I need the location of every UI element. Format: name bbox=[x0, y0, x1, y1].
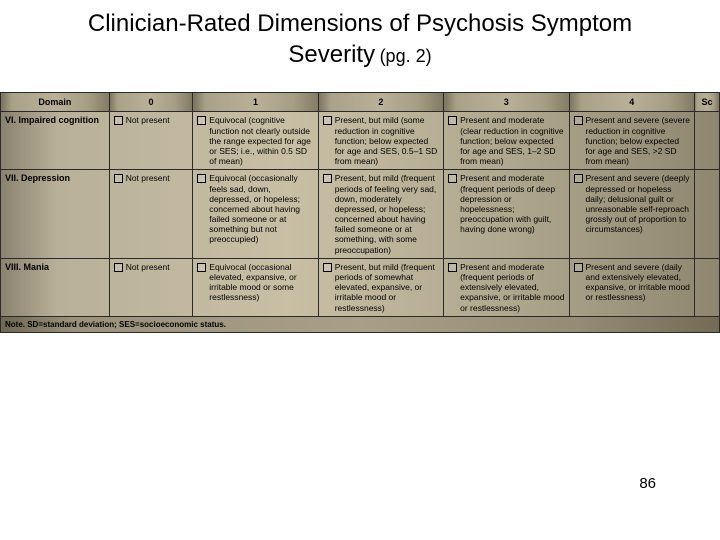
checkbox-icon bbox=[574, 174, 583, 183]
cell-text: Equivocal (occasional elevated, expansiv… bbox=[209, 262, 313, 303]
checkbox-icon bbox=[323, 174, 332, 183]
checkbox-icon bbox=[197, 263, 206, 272]
checkbox-icon bbox=[197, 174, 206, 183]
header-4: 4 bbox=[569, 93, 694, 112]
table-container: Domain 0 1 2 3 4 Sc VI. Impaired cogniti… bbox=[0, 92, 720, 332]
table-row: VIII. Mania Not present Equivocal (occas… bbox=[1, 258, 720, 316]
cell-3: Present and moderate (clear reduction in… bbox=[444, 112, 569, 170]
checkbox-icon bbox=[114, 116, 123, 125]
checkbox-icon bbox=[114, 174, 123, 183]
cell-text: Present and moderate (frequent periods o… bbox=[460, 262, 564, 313]
cell-2: Present, but mild (frequent periods of s… bbox=[318, 258, 443, 316]
cell-text: Not present bbox=[126, 262, 170, 272]
domain-cell: VIII. Mania bbox=[1, 258, 110, 316]
domain-cell: VII. Depression bbox=[1, 170, 110, 259]
header-2: 2 bbox=[318, 93, 443, 112]
cell-3: Present and moderate (frequent periods o… bbox=[444, 258, 569, 316]
cell-0: Not present bbox=[109, 258, 193, 316]
checkbox-icon bbox=[323, 263, 332, 272]
page-number: 86 bbox=[639, 475, 656, 492]
cell-4: Present and severe (deeply depressed or … bbox=[569, 170, 694, 259]
cell-text: Present, but mild (some reduction in cog… bbox=[335, 115, 439, 166]
table-row: VI. Impaired cognition Not present Equiv… bbox=[1, 112, 720, 170]
title-line2-sub: (pg. 2) bbox=[380, 46, 432, 66]
checkbox-icon bbox=[448, 174, 457, 183]
checkbox-icon bbox=[448, 116, 457, 125]
cell-4: Present and severe (severe reduction in … bbox=[569, 112, 694, 170]
title-line1: Clinician-Rated Dimensions of Psychosis … bbox=[20, 8, 700, 39]
note-cell: Note. SD=standard deviation; SES=socioec… bbox=[1, 316, 720, 332]
cell-score bbox=[694, 170, 719, 259]
cell-0: Not present bbox=[109, 112, 193, 170]
cell-0: Not present bbox=[109, 170, 193, 259]
cell-text: Present, but mild (frequent periods of s… bbox=[335, 262, 439, 313]
cell-text: Equivocal (cognitive function not clearl… bbox=[209, 115, 313, 166]
cell-text: Present, but mild (frequent periods of f… bbox=[335, 173, 439, 255]
header-row: Domain 0 1 2 3 4 Sc bbox=[1, 93, 720, 112]
severity-table: Domain 0 1 2 3 4 Sc VI. Impaired cogniti… bbox=[0, 92, 720, 332]
header-0: 0 bbox=[109, 93, 193, 112]
header-score: Sc bbox=[694, 93, 719, 112]
cell-1: Equivocal (occasionally feels sad, down,… bbox=[193, 170, 318, 259]
table-body: VI. Impaired cognition Not present Equiv… bbox=[1, 112, 720, 332]
cell-2: Present, but mild (some reduction in cog… bbox=[318, 112, 443, 170]
checkbox-icon bbox=[323, 116, 332, 125]
checkbox-icon bbox=[574, 263, 583, 272]
title-line2: Severity (pg. 2) bbox=[20, 39, 700, 70]
cell-1: Equivocal (cognitive function not clearl… bbox=[193, 112, 318, 170]
checkbox-icon bbox=[448, 263, 457, 272]
cell-text: Present and severe (severe reduction in … bbox=[586, 115, 690, 166]
cell-text: Present and severe (daily and extensivel… bbox=[586, 262, 690, 303]
cell-text: Present and severe (deeply depressed or … bbox=[586, 173, 690, 234]
note-row: Note. SD=standard deviation; SES=socioec… bbox=[1, 316, 720, 332]
cell-score bbox=[694, 112, 719, 170]
title-line2-main: Severity bbox=[288, 41, 375, 68]
checkbox-icon bbox=[197, 116, 206, 125]
cell-1: Equivocal (occasional elevated, expansiv… bbox=[193, 258, 318, 316]
page-title-area: Clinician-Rated Dimensions of Psychosis … bbox=[0, 0, 720, 74]
cell-text: Equivocal (occasionally feels sad, down,… bbox=[209, 173, 313, 244]
header-3: 3 bbox=[444, 93, 569, 112]
cell-text: Present and moderate (frequent periods o… bbox=[460, 173, 564, 234]
cell-4: Present and severe (daily and extensivel… bbox=[569, 258, 694, 316]
header-domain: Domain bbox=[1, 93, 110, 112]
domain-cell: VI. Impaired cognition bbox=[1, 112, 110, 170]
header-1: 1 bbox=[193, 93, 318, 112]
cell-text: Present and moderate (clear reduction in… bbox=[460, 115, 564, 166]
cell-text: Not present bbox=[126, 173, 170, 183]
cell-2: Present, but mild (frequent periods of f… bbox=[318, 170, 443, 259]
checkbox-icon bbox=[574, 116, 583, 125]
cell-text: Not present bbox=[126, 115, 170, 125]
cell-score bbox=[694, 258, 719, 316]
checkbox-icon bbox=[114, 263, 123, 272]
table-row: VII. Depression Not present Equivocal (o… bbox=[1, 170, 720, 259]
cell-3: Present and moderate (frequent periods o… bbox=[444, 170, 569, 259]
